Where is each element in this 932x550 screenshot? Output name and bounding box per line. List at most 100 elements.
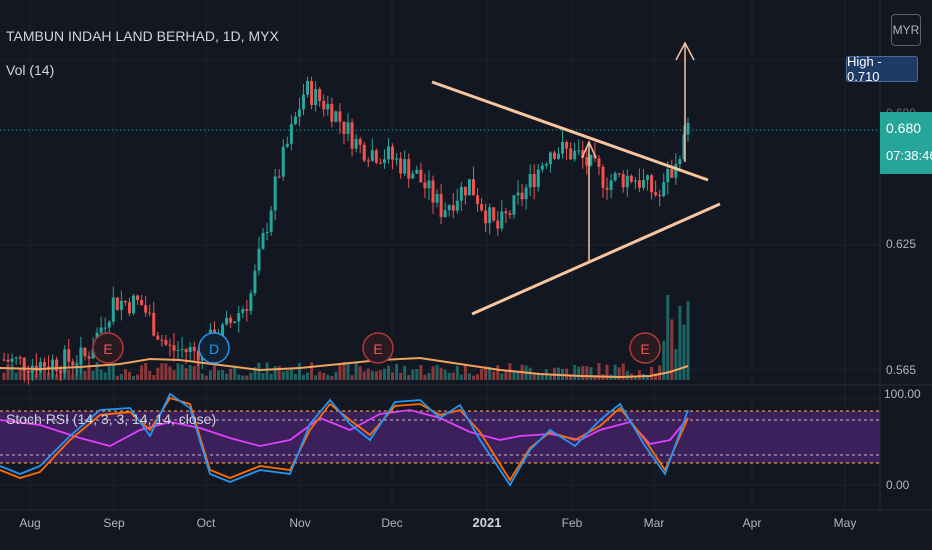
rsi-line [0,409,689,447]
candle-body [136,295,140,300]
candle-body [107,321,111,328]
volume-bar [540,373,544,380]
volume-bar [289,368,293,380]
stoch-k-line [0,392,689,487]
candle-body [87,356,91,359]
volume-bar [455,365,459,380]
candle-body [459,186,463,201]
candle-body [629,175,633,182]
volume-bar [532,374,536,380]
volume-bar [637,370,641,380]
volume-bar [132,375,136,380]
volume-bar [439,367,443,380]
candle-body [261,233,265,249]
candle-body [119,300,123,310]
candle-body [111,297,115,322]
volume-bar [658,365,662,380]
candle-body [115,297,119,310]
candle-body [310,81,314,106]
indicator-tick-100: 100.00 [884,387,921,401]
volume-bar [374,371,378,380]
volume-bar [577,366,581,380]
candle-body [71,361,75,366]
time-label-apr: Apr [743,516,762,530]
candle-body [59,370,63,373]
candle-body [682,134,686,160]
candle-body [293,116,297,125]
candle-body [172,345,176,351]
candle-body [164,340,168,345]
volume-bar [180,364,184,380]
volume-bar [556,367,560,380]
volume-bar [597,363,601,380]
dividend-marker-d[interactable] [198,332,230,364]
volume-bar [646,375,650,380]
volume-bar [184,368,188,380]
currency-button[interactable]: MYR [891,14,921,46]
volume-bar [127,371,131,380]
stoch-rsi-label[interactable]: Stoch RSI (14, 3, 3, 14, 14, close) [6,411,217,427]
volume-bar [314,375,318,380]
candle-body [573,150,577,160]
volume-bar [613,364,617,380]
volume-bar [87,365,91,380]
volume-bar [302,374,306,380]
volume-bar [18,369,22,380]
candle-body [148,312,152,314]
volume-bar [111,364,115,380]
volume-bar [666,294,670,380]
candle-body [188,347,192,353]
volume-bar [67,369,71,380]
volume-bar [484,366,488,380]
volume-bar [504,371,508,380]
earnings-marker-e2[interactable] [362,332,394,364]
volume-bar [269,373,273,380]
candle-body [451,205,455,211]
earnings-marker-e1[interactable] [92,332,124,364]
symbol-title: TAMBUN INDAH LAND BERHAD, 1D, MYX [6,28,279,44]
volume-bar [382,368,386,380]
candle-body [492,207,496,221]
volume-bar [366,368,370,380]
candle-body [524,187,528,200]
earnings-marker-e1-label: E [103,341,112,357]
candle-body [391,146,395,160]
candle-body [415,169,419,174]
volume-bar [488,366,492,380]
volume-bar [95,362,99,380]
candle-body [601,166,605,188]
candle-body [67,349,71,362]
candle-body [22,357,26,371]
volume-bar [6,363,10,380]
candle-body [334,111,338,122]
volume-bar [670,319,674,380]
volume-bar [403,365,407,380]
volume-bar [480,369,484,380]
candle-body [237,313,241,322]
volume-bar [326,374,330,380]
volume-bar [204,375,208,380]
candle-body [229,317,233,323]
volume-bar [237,374,241,380]
candle-body [233,321,237,323]
volume-bar [306,372,310,380]
volume-bar [42,363,46,380]
volume-bar [47,372,51,380]
candle-body [540,165,544,170]
volume-bar [621,363,625,380]
candle-body [463,186,467,196]
candle-body [621,174,625,188]
candle-body [51,359,55,369]
volume-indicator-label[interactable]: Vol (14) [6,62,55,78]
volume-bar [318,371,322,380]
earnings-marker-e3[interactable] [629,332,661,364]
candle-body [597,158,601,167]
candle-body [358,138,362,145]
candle-body [569,148,573,160]
candle-body [382,159,386,164]
volume-bar [650,367,654,380]
candle-body [548,152,552,165]
candle-body [140,299,144,306]
candle-body [662,182,666,197]
